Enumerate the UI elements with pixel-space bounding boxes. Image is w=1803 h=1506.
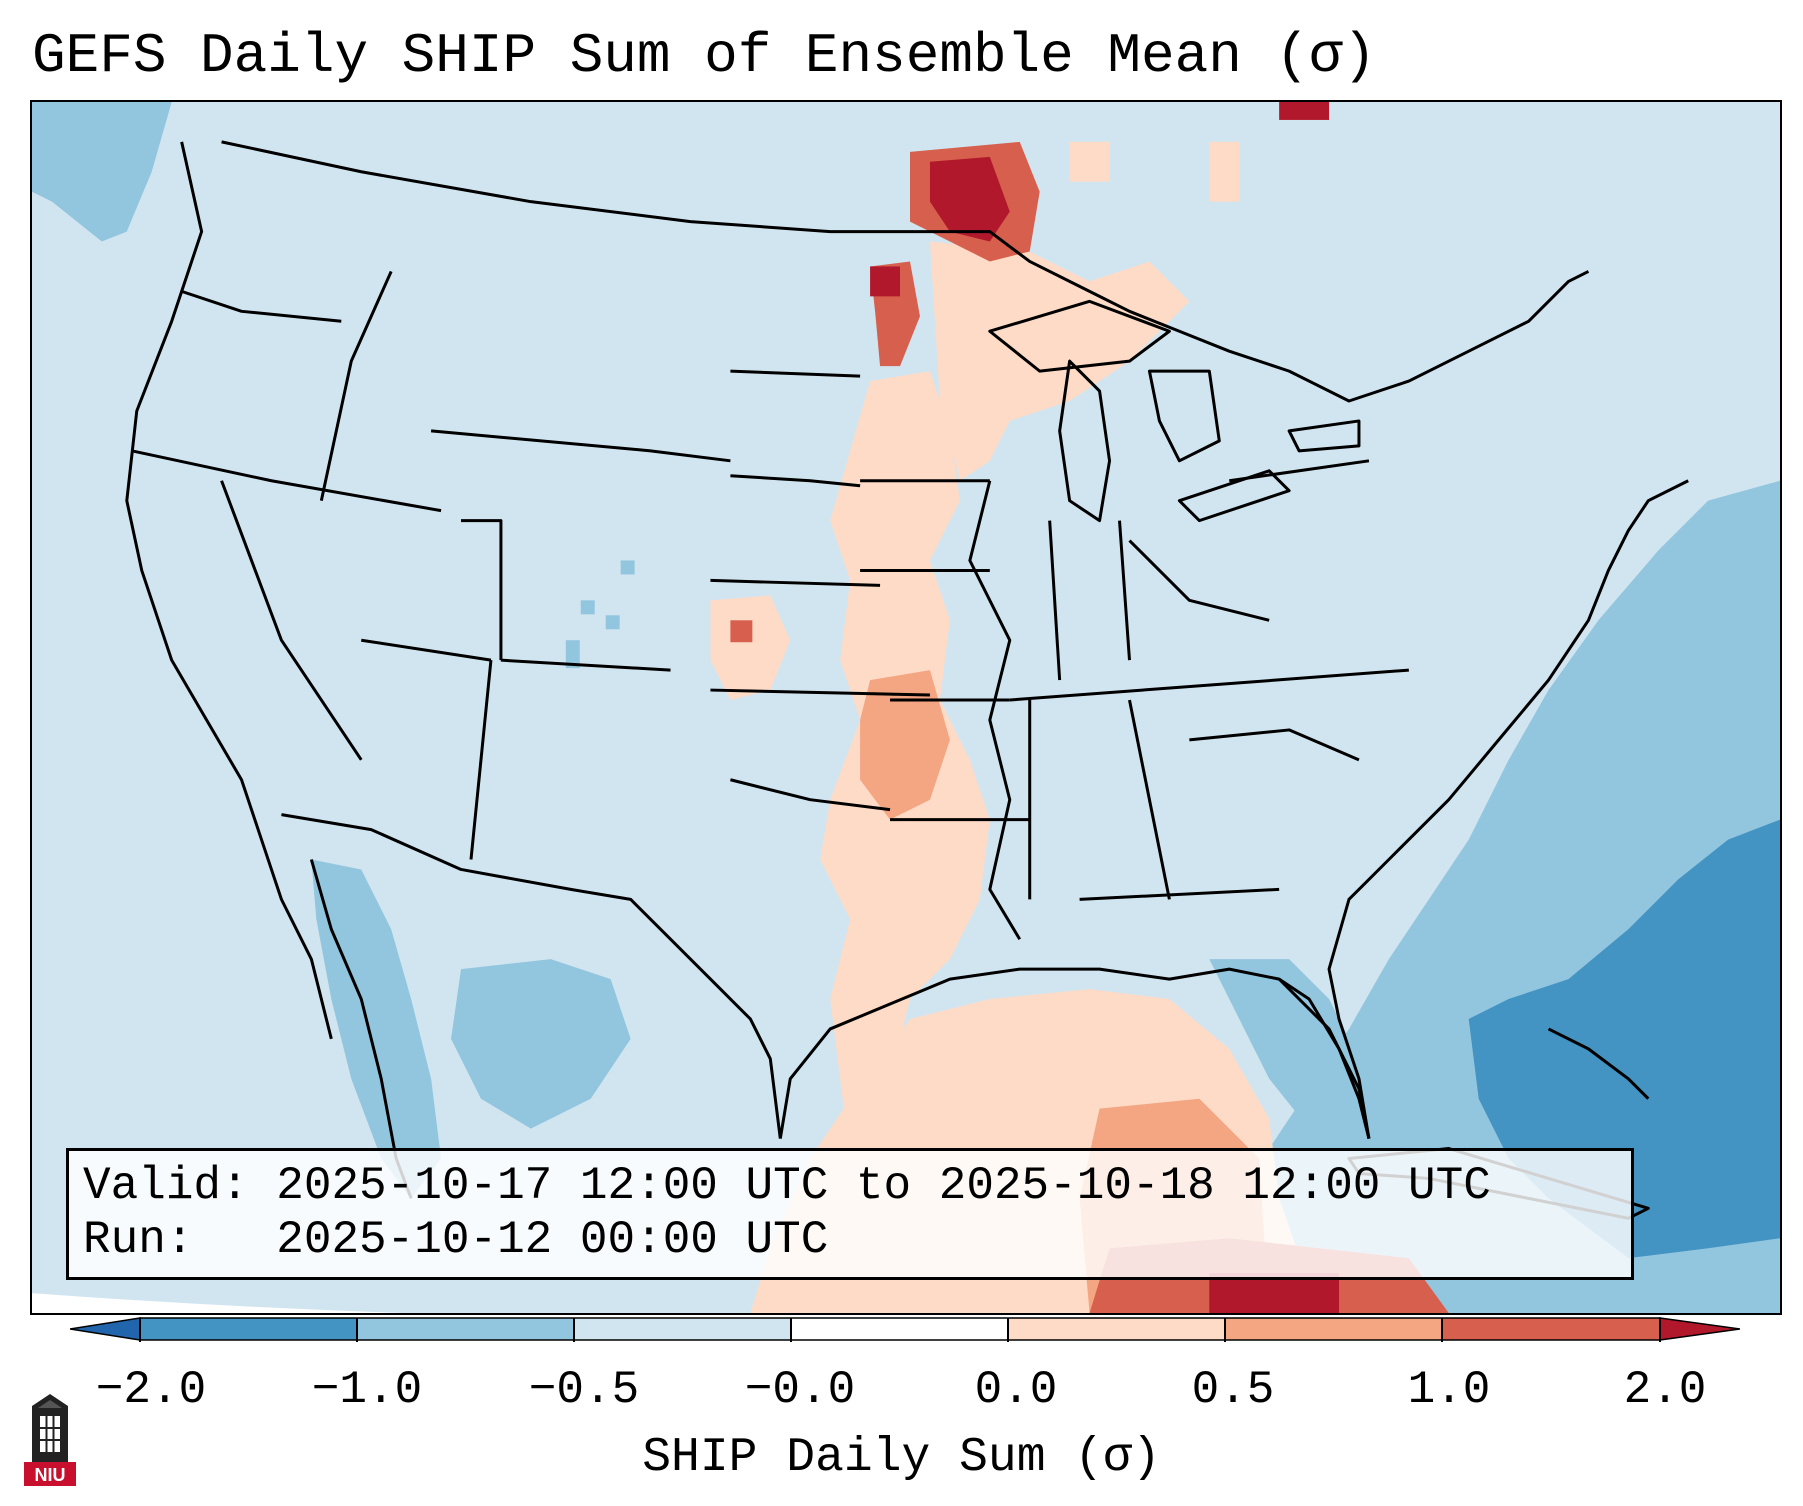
dakota-extreme-positive: [870, 266, 901, 297]
colorbar-tick-label: 0.0: [974, 1364, 1058, 1416]
colorbar-tick-label: −2.0: [95, 1364, 207, 1416]
colorbar-tick-label: −0.0: [744, 1364, 856, 1416]
gulf-coast: [778, 967, 1371, 1139]
colorbar-segment-4: [791, 1318, 1008, 1340]
ontario-positive-1: [1069, 141, 1110, 182]
atlantic-coast: [1327, 479, 1689, 1139]
pacific-coast: [125, 141, 333, 1040]
colorbar-extend-low: [70, 1317, 141, 1341]
lake-ontario: [1287, 419, 1361, 453]
state-in-oh: [1118, 520, 1131, 661]
state-co-ut: [461, 519, 503, 661]
map-title: GEFS Daily SHIP Sum of Ensemble Mean (σ): [32, 24, 1377, 88]
run-time-text: Run: 2025-10-12 00:00 UTC: [83, 1214, 829, 1266]
colorbar: [70, 1317, 1740, 1342]
state-ok-tx: [730, 778, 891, 812]
ontario-positive-2: [1209, 141, 1240, 202]
map-panel: [30, 100, 1782, 1315]
state-id-mt: [319, 270, 393, 501]
lake-erie: [1177, 469, 1291, 523]
lake-huron: [1147, 369, 1221, 463]
colorbar-segment-7: [1442, 1318, 1660, 1340]
state-sd-ne: [730, 474, 861, 488]
state-ks-ok: [710, 688, 930, 697]
colorado-neg-4: [605, 615, 620, 630]
boundaries: [125, 140, 1689, 1220]
mexico-plateau-negative: [451, 959, 631, 1129]
colorbar-tick-label: −0.5: [528, 1364, 640, 1416]
state-tn-ky: [1009, 668, 1409, 702]
state-al-ga: [1128, 699, 1171, 900]
state-or-ca: [131, 449, 442, 513]
state-nd-sd: [730, 369, 861, 378]
ship-field-map: [32, 102, 1780, 1313]
colorado-neg-2: [620, 560, 635, 575]
state-az-nm: [469, 660, 493, 860]
colorado-neg-1: [580, 600, 595, 615]
state-mississippi-river: [968, 480, 1022, 941]
state-nv-ca: [220, 480, 363, 761]
gulf-east-negative: [1209, 959, 1359, 1129]
lake-michigan: [1058, 359, 1112, 523]
state-wa-or: [181, 289, 342, 323]
negative-anomaly-areas: [32, 102, 1780, 1313]
state-ne-ks: [710, 578, 881, 587]
state-nc-sc: [1189, 728, 1360, 762]
upper-midwest-positive: [929, 241, 1190, 481]
us-canada-border: [221, 140, 1590, 403]
svg-text:NIU: NIU: [35, 1465, 66, 1485]
hudson-extreme-positive: [1279, 102, 1330, 120]
niu-logo: NIU: [24, 1394, 76, 1486]
state-ut-az: [361, 638, 492, 662]
colorbar-segment-3: [574, 1318, 791, 1340]
colorbar-segment-1: [140, 1318, 357, 1340]
colorbar-tick-label: 2.0: [1623, 1364, 1707, 1416]
colorado-neg-3: [565, 640, 580, 669]
colorbar-segment-6: [1225, 1318, 1442, 1340]
colorbar-tick-label: −1.0: [311, 1364, 423, 1416]
nw-ocean-negative: [32, 102, 172, 242]
colorbar-tick-label: 1.0: [1407, 1364, 1491, 1416]
state-il-in: [1048, 520, 1062, 681]
colorbar-tick-label: 0.5: [1191, 1364, 1275, 1416]
colorbar-label: SHIP Daily Sum (σ): [642, 1431, 1161, 1485]
plains-moderate-positive: [860, 670, 950, 820]
lake-superior: [988, 299, 1171, 373]
state-mt-wy: [430, 429, 731, 463]
baja-negative: [311, 859, 442, 1199]
colorbar-segment-2: [357, 1318, 574, 1340]
state-oh-wv: [1128, 539, 1270, 622]
projection-edge: [32, 1293, 403, 1313]
valid-time-text: Valid: 2025-10-17 12:00 UTC to 2025-10-1…: [83, 1160, 1491, 1212]
us-mexico-border: [281, 813, 782, 1139]
valid-run-info-box: Valid: 2025-10-17 12:00 UTC to 2025-10-1…: [66, 1148, 1634, 1280]
florida-peninsula: [1278, 977, 1371, 1139]
bahamas: [1547, 1027, 1650, 1100]
canada-extreme-positive: [929, 156, 1010, 242]
colorbar-segment-5: [1008, 1318, 1225, 1340]
state-co-nm: [500, 658, 671, 672]
colorbar-extend-high: [1659, 1317, 1740, 1341]
colorado-strong-positive: [730, 620, 753, 643]
state-ga-fl: [1079, 887, 1280, 901]
